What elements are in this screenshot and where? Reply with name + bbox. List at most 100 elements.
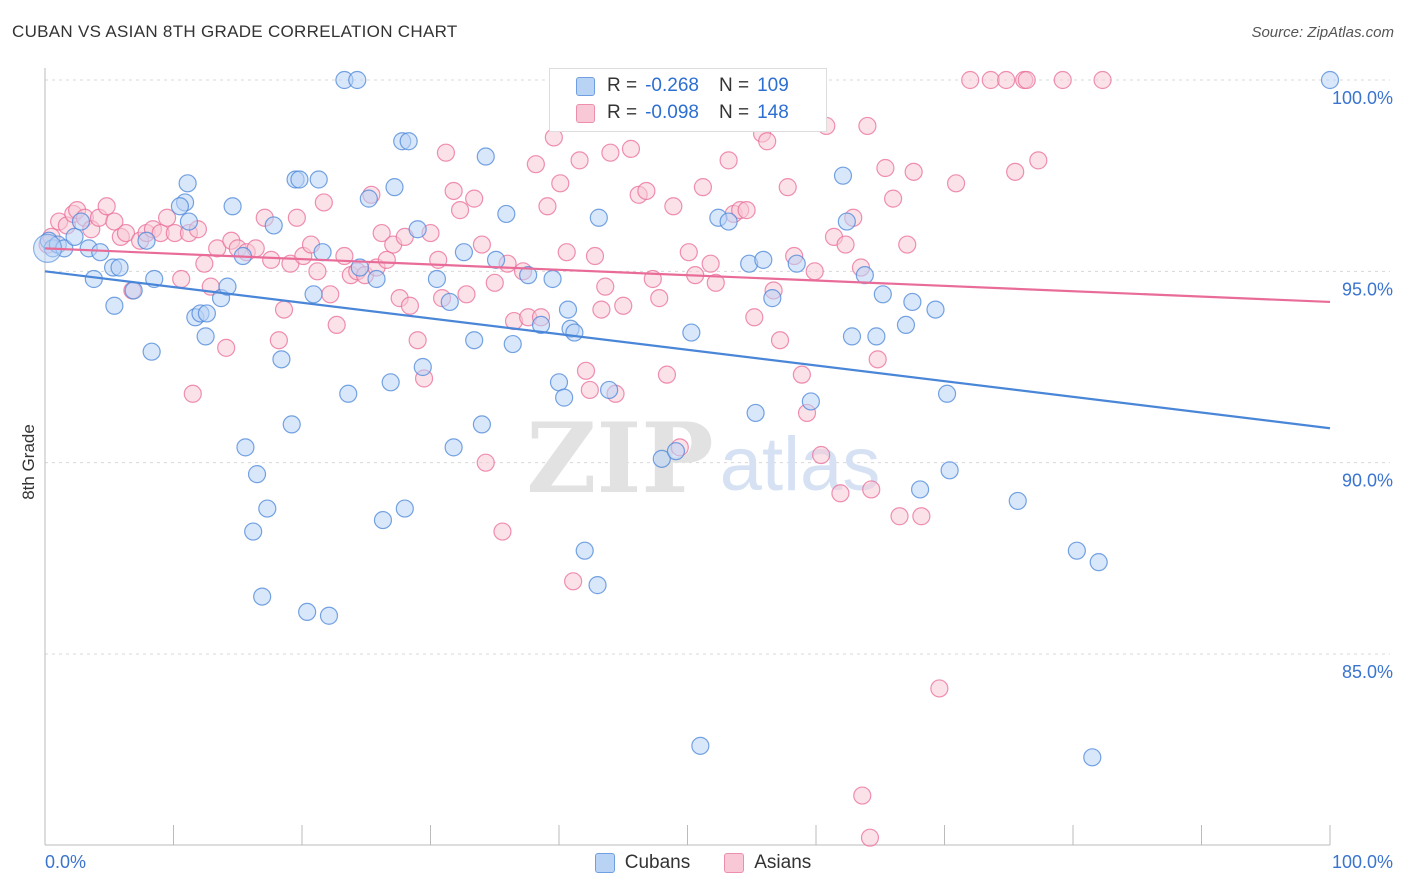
data-point bbox=[282, 415, 301, 434]
data-point bbox=[264, 216, 283, 235]
data-point bbox=[269, 331, 288, 350]
n-value: 148 bbox=[757, 102, 789, 123]
data-point bbox=[91, 243, 110, 262]
data-point bbox=[564, 572, 583, 591]
data-point bbox=[912, 507, 931, 526]
data-point bbox=[930, 679, 949, 698]
data-point bbox=[372, 223, 391, 243]
data-point bbox=[896, 315, 916, 335]
data-point bbox=[873, 285, 892, 304]
data-point bbox=[937, 384, 957, 403]
data-point bbox=[465, 189, 484, 208]
cubans-swatch bbox=[576, 76, 595, 96]
r-value: -0.268 bbox=[645, 75, 699, 96]
data-point bbox=[183, 384, 202, 403]
data-point bbox=[770, 331, 790, 350]
asians-swatch bbox=[724, 853, 745, 873]
data-point bbox=[657, 365, 677, 384]
data-point bbox=[196, 327, 215, 346]
data-point bbox=[531, 315, 551, 335]
legend-item-cubans[interactable]: Cubans bbox=[594, 852, 690, 874]
data-point bbox=[664, 197, 683, 216]
data-point bbox=[454, 243, 474, 262]
data-point bbox=[596, 277, 615, 296]
data-point bbox=[1006, 162, 1025, 181]
data-point bbox=[444, 438, 463, 457]
data-point bbox=[262, 250, 281, 269]
data-point bbox=[195, 254, 214, 273]
data-point bbox=[1093, 70, 1112, 90]
watermark-zip: ZIP bbox=[526, 402, 713, 515]
data-point bbox=[309, 170, 328, 189]
data-point bbox=[679, 243, 698, 262]
data-point bbox=[1067, 541, 1086, 560]
y-tick-label: 85.0% bbox=[1342, 662, 1393, 682]
data-point bbox=[172, 269, 191, 289]
legend-item-asians[interactable]: Asians bbox=[724, 852, 811, 874]
data-point bbox=[575, 541, 594, 560]
data-point bbox=[746, 403, 765, 423]
data-point bbox=[377, 250, 396, 269]
data-point bbox=[313, 243, 332, 262]
data-point bbox=[314, 193, 333, 212]
data-point bbox=[860, 828, 880, 847]
data-point bbox=[519, 266, 538, 285]
data-point bbox=[1089, 553, 1108, 572]
data-point bbox=[116, 223, 136, 243]
data-point bbox=[290, 170, 309, 189]
data-point bbox=[910, 480, 930, 499]
data-point bbox=[831, 484, 850, 503]
data-point bbox=[395, 499, 414, 518]
n-label: N = bbox=[718, 102, 750, 123]
data-point bbox=[486, 250, 506, 269]
data-point bbox=[444, 181, 463, 201]
stats-legend: R = -0.268 N = 109 R = -0.098 N = 148 bbox=[549, 68, 827, 132]
y-axis-label: 8th Grade bbox=[19, 424, 38, 500]
trend-line bbox=[44, 270, 1331, 430]
data-point bbox=[71, 212, 91, 231]
n-label: N = bbox=[718, 75, 750, 96]
data-point bbox=[1029, 151, 1048, 170]
data-point bbox=[450, 201, 470, 220]
trend-lines bbox=[44, 247, 1331, 430]
data-point bbox=[576, 361, 596, 380]
data-point bbox=[1053, 70, 1072, 90]
data-point bbox=[981, 70, 1000, 90]
data-point bbox=[503, 334, 522, 354]
data-point bbox=[867, 327, 886, 346]
data-point bbox=[373, 510, 393, 530]
data-point bbox=[549, 373, 569, 392]
data-point bbox=[614, 296, 633, 315]
data-point bbox=[465, 331, 484, 350]
data-point bbox=[601, 143, 620, 162]
data-point bbox=[223, 197, 242, 216]
data-point bbox=[244, 522, 263, 541]
tick-labels: 85.0% 90.0% 95.0% 100.0% 0.0% 100.0% bbox=[45, 88, 1393, 872]
data-point bbox=[842, 327, 862, 346]
data-point bbox=[348, 70, 367, 90]
data-point bbox=[124, 281, 143, 300]
data-point bbox=[526, 155, 545, 174]
data-point bbox=[1083, 748, 1102, 767]
data-point bbox=[538, 197, 557, 216]
data-point bbox=[719, 212, 738, 231]
data-point bbox=[862, 480, 881, 499]
data-point bbox=[682, 323, 701, 342]
data-point bbox=[1017, 70, 1036, 90]
data-point bbox=[236, 438, 255, 457]
data-point bbox=[745, 308, 764, 327]
grid-lines bbox=[45, 79, 1390, 655]
data-point bbox=[367, 269, 386, 289]
data-point bbox=[706, 273, 725, 292]
data-point bbox=[497, 204, 516, 224]
data-point bbox=[197, 304, 217, 323]
r-label: R = bbox=[607, 75, 638, 96]
data-point bbox=[652, 449, 671, 468]
data-point bbox=[253, 587, 272, 606]
data-point bbox=[961, 70, 980, 90]
data-point bbox=[833, 166, 853, 185]
data-point bbox=[217, 338, 236, 357]
data-point bbox=[272, 350, 291, 369]
data-point bbox=[946, 174, 966, 193]
legend-label-asians: Asians bbox=[754, 852, 812, 873]
